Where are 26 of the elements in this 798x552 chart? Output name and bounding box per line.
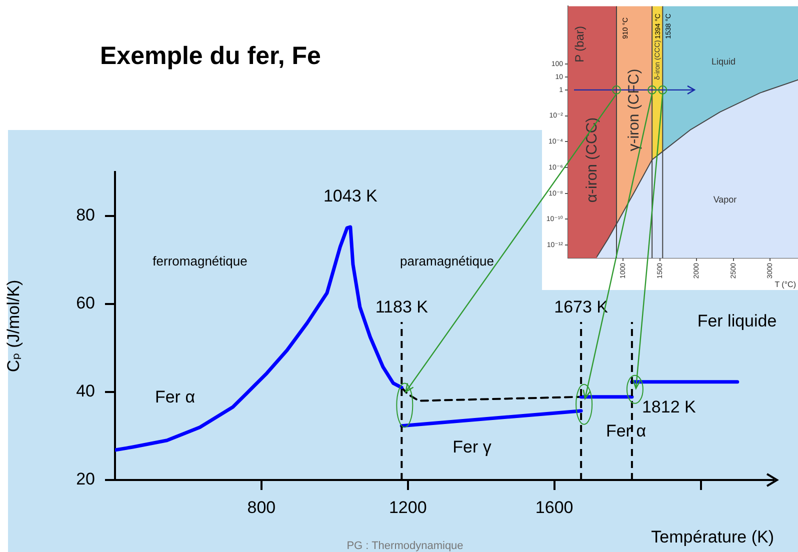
y-tick-label: 60 xyxy=(76,294,95,313)
annotation: paramagnétique xyxy=(400,254,494,269)
chart-title: Exemple du fer, Fe xyxy=(100,42,321,71)
annotation: 1043 K xyxy=(323,186,378,206)
annotation: ferromagnétique xyxy=(152,254,248,269)
band-label: α-iron (CCC) xyxy=(583,117,600,203)
y-axis-title: Cₚ (J/mol/K) xyxy=(4,280,23,372)
x-tick-label: 800 xyxy=(247,498,276,517)
ref-line-label: 1812 K xyxy=(642,398,696,417)
y-tick-label: 20 xyxy=(76,470,95,489)
text: PG : Thermodynamique xyxy=(346,540,464,552)
annotation: Fer γ xyxy=(452,438,492,457)
y-tick-label: 80 xyxy=(76,206,95,225)
annotation: Vapor xyxy=(713,194,737,204)
x-tick-label: 1200 xyxy=(388,498,427,517)
y-tick-label: 40 xyxy=(76,382,95,401)
ref-line-label: 1183 K xyxy=(375,298,429,317)
x-tick-label: 1600 xyxy=(535,498,574,517)
x-axis-title: Température (K) xyxy=(651,527,774,546)
x-axis-title: T (°C) xyxy=(774,280,796,290)
annotation: Fer α xyxy=(154,388,196,407)
band-label: Liquid xyxy=(712,56,736,66)
y-axis-title: P (bar) xyxy=(572,26,586,62)
band-label: γ-iron (CFC) xyxy=(625,68,642,152)
annotation: Fer liquide xyxy=(697,312,777,331)
annotation: Fer α xyxy=(606,422,646,441)
